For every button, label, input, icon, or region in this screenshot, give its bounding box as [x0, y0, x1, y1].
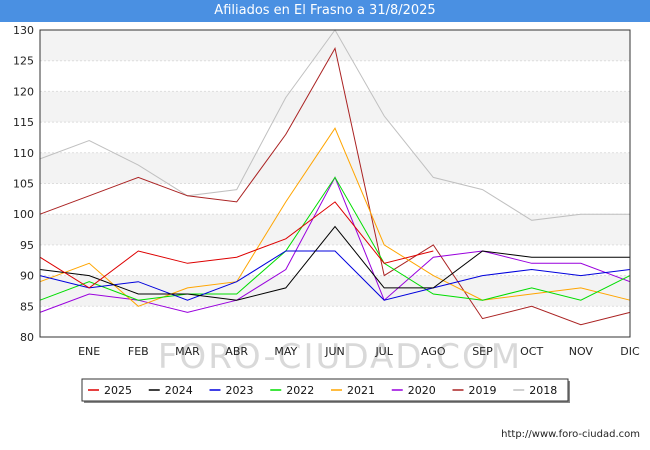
legend-label: 2018	[529, 384, 557, 397]
band	[40, 214, 630, 245]
series-line-2024	[39, 225, 630, 301]
legend-label: 2025	[104, 384, 132, 397]
x-tick-label: DIC	[620, 345, 640, 358]
series-line-2025	[39, 201, 434, 289]
y-tick-label: 125	[13, 55, 34, 68]
background-bands	[40, 30, 630, 307]
legend-label: 2024	[165, 384, 193, 397]
band	[40, 275, 630, 307]
x-tick-label: JUN	[324, 345, 345, 358]
watermark: FORO-CIUDAD.COM	[158, 337, 522, 377]
x-tick-label: MAY	[274, 345, 297, 358]
series-line-2023	[39, 250, 631, 301]
x-tick-label: JUL	[374, 345, 393, 358]
legend-label: 2023	[226, 384, 254, 397]
source-url: http://www.foro-ciudad.com	[501, 429, 640, 440]
series-line-2022	[39, 176, 631, 301]
legend-label: 2022	[286, 384, 314, 397]
band	[40, 30, 630, 61]
legend-label: 2020	[408, 384, 436, 397]
band	[40, 91, 630, 123]
x-tick-label: MAR	[175, 345, 200, 358]
legend-box	[81, 378, 569, 402]
band	[40, 152, 630, 184]
x-tick-label: AGO	[421, 345, 446, 358]
y-tick-label: 105	[13, 178, 34, 191]
legend-label: 2019	[469, 384, 497, 397]
plot-frame	[39, 29, 631, 338]
legend: 2025 2024 2023 2022 2021 2020 2019 2018	[81, 378, 570, 403]
x-tick-label: ENE	[78, 345, 100, 358]
x-tick-label: OCT	[520, 345, 543, 358]
series-line-2019	[39, 47, 631, 326]
y-tick-label: 115	[13, 116, 34, 129]
series-line-2021	[39, 127, 631, 307]
y-axis-ticks: 80 85 90 95 100 105 110 115 120 125 130	[13, 24, 34, 344]
x-tick-label: ABR	[225, 345, 248, 358]
y-tick-label: 130	[13, 24, 34, 37]
y-tick-label: 85	[20, 300, 34, 313]
y-tick-label: 80	[20, 331, 34, 344]
x-axis-ticks: ENE FEB MAR ABR MAY JUN JUL AGO SEP OCT NOV DIC	[78, 345, 640, 358]
x-tick-label: NOV	[569, 345, 594, 358]
legend-label: 2021	[347, 384, 375, 397]
y-tick-label: 110	[13, 147, 34, 160]
x-tick-label: SEP	[472, 345, 493, 358]
y-tick-label: 120	[13, 85, 34, 98]
x-tick-label: FEB	[128, 345, 149, 358]
y-tick-label: 90	[20, 270, 34, 283]
y-tick-label: 95	[20, 239, 34, 252]
y-tick-label: 100	[13, 208, 34, 221]
chart-title: Afiliados en El Frasno a 31/8/2025	[0, 0, 650, 22]
